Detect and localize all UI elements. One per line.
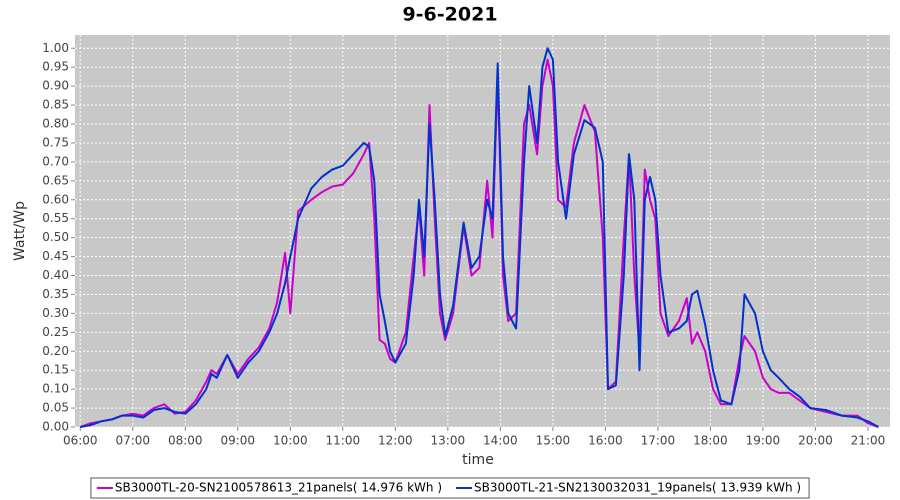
x-tick-label: 15:00 bbox=[536, 434, 571, 448]
y-tick-label: 0.65 bbox=[42, 173, 69, 187]
x-tick-label: 17:00 bbox=[641, 434, 676, 448]
x-axis-label: time bbox=[462, 452, 494, 468]
y-tick-label: 0.25 bbox=[42, 325, 69, 339]
y-tick-label: 0.45 bbox=[42, 249, 69, 263]
y-tick-label: 0.00 bbox=[42, 420, 69, 434]
x-tick-label: 11:00 bbox=[326, 434, 361, 448]
y-axis-label: Watt/Wp bbox=[12, 201, 28, 261]
x-tick-label: 08:00 bbox=[168, 434, 203, 448]
y-tick-label: 1.00 bbox=[42, 41, 69, 55]
x-tick-label: 20:00 bbox=[798, 434, 833, 448]
x-tick-label: 06:00 bbox=[63, 434, 98, 448]
series-line bbox=[80, 47, 879, 428]
y-tick-label: 0.60 bbox=[42, 192, 69, 206]
legend-box bbox=[90, 477, 810, 499]
x-tick-label: 21:00 bbox=[851, 434, 886, 448]
legend: SB3000TL-20-SN2100578613_21panels( 14.97… bbox=[90, 477, 810, 499]
y-tick-label: 0.95 bbox=[42, 60, 69, 74]
y-tick-label: 0.70 bbox=[42, 154, 69, 168]
y-tick-label: 0.50 bbox=[42, 230, 69, 244]
x-tick-label: 19:00 bbox=[746, 434, 781, 448]
y-tick-label: 0.80 bbox=[42, 117, 69, 131]
y-tick-label: 0.30 bbox=[42, 306, 69, 320]
y-tick-label: 0.40 bbox=[42, 268, 69, 282]
x-tick-label: 12:00 bbox=[378, 434, 413, 448]
x-tick-label: 07:00 bbox=[115, 434, 150, 448]
y-tick-label: 0.85 bbox=[42, 98, 69, 112]
y-tick-label: 0.75 bbox=[42, 135, 69, 149]
x-tick-label: 10:00 bbox=[273, 434, 308, 448]
x-tick-label: 14:00 bbox=[483, 434, 518, 448]
legend-label: SB3000TL-21-SN2130032031_19panels( 13.93… bbox=[474, 481, 801, 495]
y-tick-label: 0.55 bbox=[42, 211, 69, 225]
x-tick-label: 09:00 bbox=[220, 434, 255, 448]
y-tick-label: 0.90 bbox=[42, 79, 69, 93]
x-tick-label: 16:00 bbox=[588, 434, 623, 448]
legend-label: SB3000TL-20-SN2100578613_21panels( 14.97… bbox=[115, 481, 442, 495]
y-tick-label: 0.20 bbox=[42, 344, 69, 358]
x-tick-label: 18:00 bbox=[693, 434, 728, 448]
chart-title: 9-6-2021 bbox=[402, 4, 497, 26]
y-tick-label: 0.15 bbox=[42, 363, 69, 377]
series-line bbox=[79, 58, 879, 428]
y-tick-label: 0.10 bbox=[42, 382, 69, 396]
x-tick-label: 13:00 bbox=[431, 434, 466, 448]
y-tick-label: 0.05 bbox=[42, 401, 69, 415]
y-tick-label: 0.35 bbox=[42, 287, 69, 301]
